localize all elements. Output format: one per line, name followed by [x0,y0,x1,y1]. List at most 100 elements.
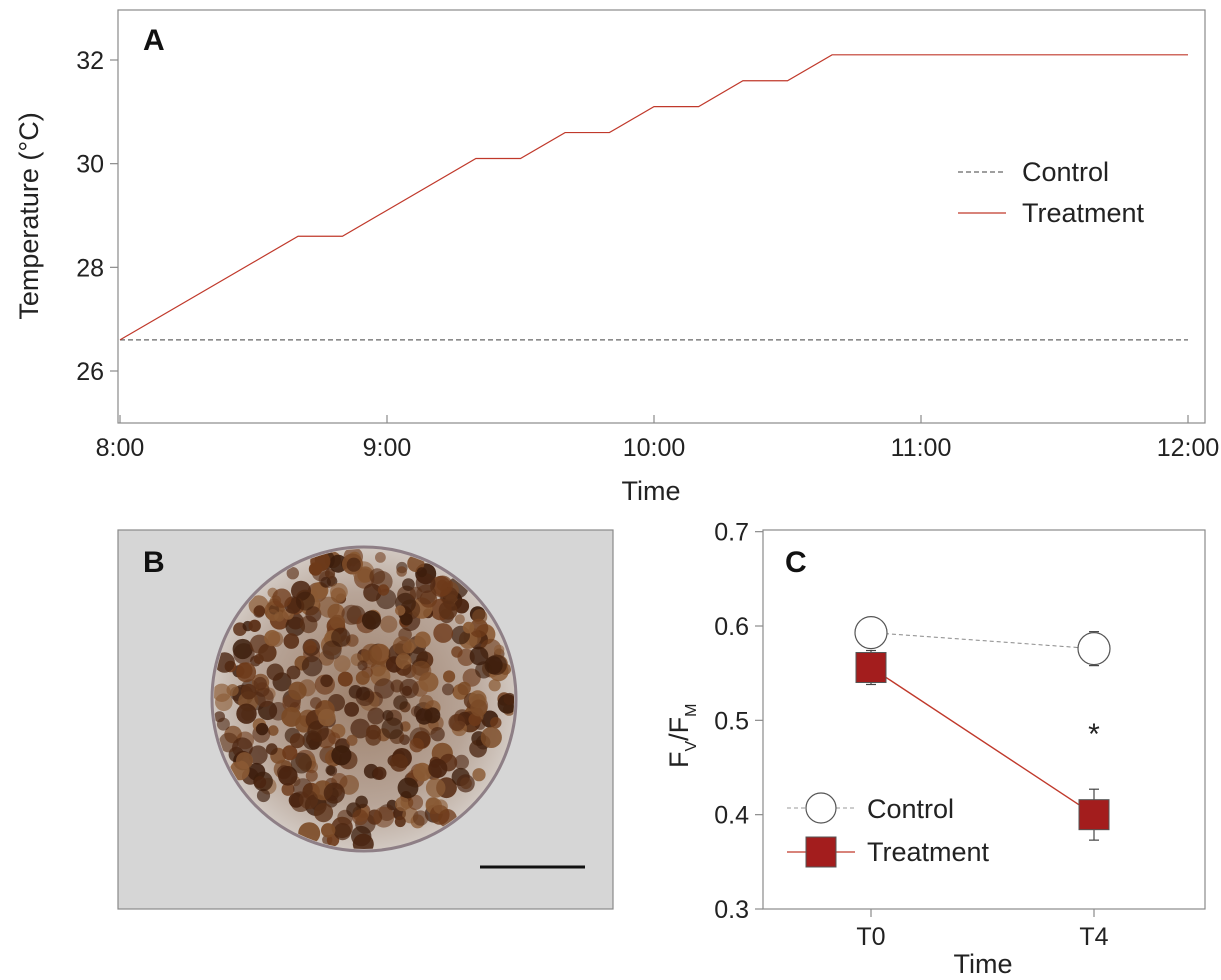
y-tick-label: 28 [76,254,104,282]
c-y-tick-label: 0.4 [714,802,749,830]
granule [305,769,318,782]
granule [395,796,410,812]
granule [331,745,352,766]
granule [253,676,267,691]
granule [344,702,359,717]
granule [419,695,434,710]
granule [295,591,315,611]
granule [356,686,371,701]
granule [414,631,431,648]
granule [413,762,432,782]
granule [416,567,427,578]
granule [232,638,253,660]
granule [442,683,454,696]
granule [355,795,368,809]
svg-text:FV/FM: FV/FM [664,704,700,769]
granule [443,670,456,683]
granule [373,806,395,828]
granule [355,670,370,685]
c-series-line-control [870,632,1095,650]
legend-c-treatment-label: Treatment [867,837,990,867]
x-tick-label: 11:00 [891,434,952,462]
granule [469,646,489,666]
panel-a-label: A [143,24,165,57]
granule [357,660,368,671]
granule [274,611,285,622]
x-tick-label: 12:00 [1157,434,1220,462]
granule [290,752,312,774]
granule [283,633,300,649]
granule [454,598,470,614]
granule [470,699,488,717]
granule [448,714,466,731]
c-y-tick-label: 0.3 [714,896,749,924]
granule [472,609,488,625]
granule [310,697,322,709]
granule [454,754,469,770]
c-y-tick-label: 0.6 [714,613,749,641]
granule [454,614,465,625]
granule [281,782,295,796]
granule [282,745,298,761]
y-tick-label: 26 [76,358,104,386]
granule [321,823,336,838]
granule [424,707,441,724]
granule [361,643,383,665]
x-tick-label: 9:00 [363,434,412,462]
granule [401,685,413,697]
granule [456,774,475,793]
panel-a-y-axis-label: Temperature (°C) [14,112,44,319]
granule [266,663,284,681]
legend-c-treatment-marker [805,836,837,868]
granule [236,703,257,724]
granule [462,621,475,634]
granule [264,630,281,647]
granule [409,586,423,600]
significance-asterisk: * [1088,718,1100,751]
panel-c-y-axis-label: FV/FM [664,704,700,769]
panel-a-legend: Control Treatment [958,157,1145,228]
granule [256,788,271,803]
granule [253,605,266,617]
granule [272,588,292,608]
c-x-tick-label: T0 [856,923,885,951]
granule [320,674,333,688]
granule [301,655,323,677]
granule [255,722,269,736]
legend-c-control-marker [805,792,837,824]
c-x-tick-label: T4 [1079,923,1108,951]
granule [380,615,398,633]
c-y-tick-label: 0.5 [714,707,749,735]
y-tick-label: 32 [76,47,104,75]
granule [361,610,382,630]
granule [330,583,348,601]
granule [425,778,446,798]
granule [407,794,424,811]
granule [299,790,319,810]
granule [472,768,486,782]
granule [240,683,257,700]
granule [468,713,482,727]
panel-a-temperature-chart: 26 28 30 32 8:00 9:00 10:00 11:00 12:00 A Tempe… [14,9,1220,506]
granule [249,634,269,654]
granule [266,743,278,755]
granule [493,644,505,655]
x-tick-label: 10:00 [623,434,686,462]
granule [394,816,406,828]
data-point-treatment [1078,799,1110,831]
legend-c-control-label: Control [867,794,954,824]
data-point-control [1077,632,1111,666]
granule [369,568,386,585]
granule [430,727,445,742]
granule [253,776,267,789]
granule [303,640,317,654]
granule [381,717,404,740]
granule [367,707,385,725]
granule [352,833,374,849]
granule [397,777,419,799]
panel-c-fvfm-chart: 0.3 0.4 0.5 0.6 0.7 T0 T4 C * Time FV/FM Cont… [664,519,1206,979]
panel-c-frame [762,529,1206,910]
granule [457,681,471,696]
granule [363,583,382,602]
